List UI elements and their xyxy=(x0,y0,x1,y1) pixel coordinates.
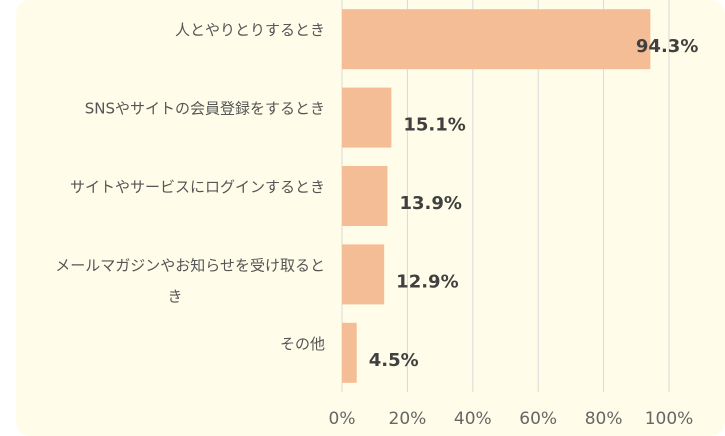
bars xyxy=(342,9,651,383)
data-label: 4.5% xyxy=(369,350,419,371)
bar xyxy=(342,244,385,305)
bar xyxy=(342,166,388,226)
x-tick-label: 40% xyxy=(454,409,492,429)
category-label: メールマガジンやお知らせを受け取るとき xyxy=(55,256,325,305)
x-tick-label: 20% xyxy=(389,409,427,429)
category-label: サイトやサービスにログインするとき xyxy=(70,178,325,196)
data-label: 12.9% xyxy=(396,271,458,292)
x-tick-label: 80% xyxy=(585,409,623,429)
data-label: 15.1% xyxy=(403,115,465,136)
data-label: 94.3% xyxy=(636,36,698,57)
bar xyxy=(342,87,392,148)
bar xyxy=(342,9,651,70)
x-axis-ticks: 0% 20% 40% 60% 80% 100% xyxy=(329,409,694,429)
x-tick-label: 60% xyxy=(519,409,557,429)
bar xyxy=(342,322,357,383)
labels: 94.3% 人とやりとりするとき 15.1% SNSやサイトの会員登録をするとき 13.… xyxy=(55,21,698,371)
category-label: その他 xyxy=(280,335,325,353)
data-label: 13.9% xyxy=(399,193,461,214)
x-tick-label: 100% xyxy=(645,409,694,429)
x-tick-label: 0% xyxy=(329,409,356,429)
category-label: 人とやりとりするとき xyxy=(175,21,325,39)
category-label: SNSやサイトの会員登録をするとき xyxy=(85,100,325,118)
